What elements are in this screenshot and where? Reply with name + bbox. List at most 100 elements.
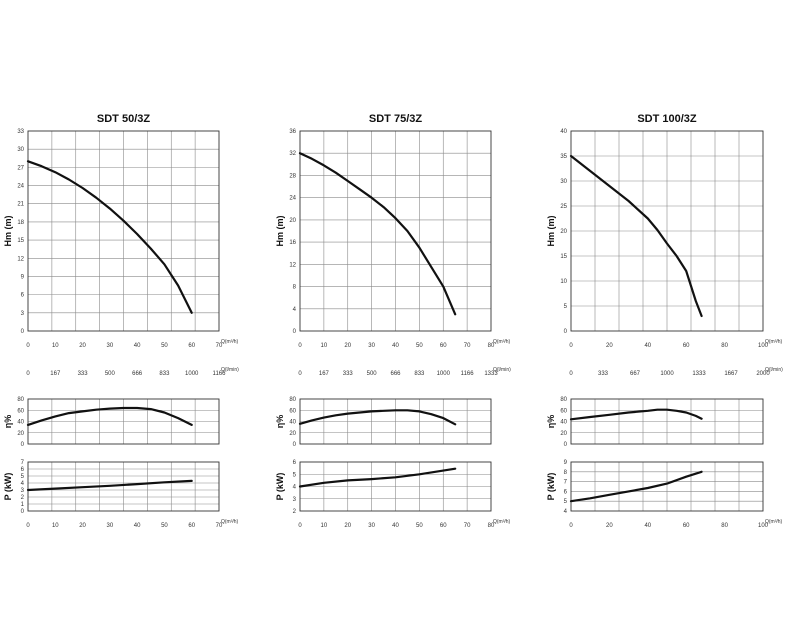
y-tick-label: 0	[293, 329, 297, 335]
x-tick-label: 0	[569, 343, 573, 349]
power-curve	[26, 479, 193, 492]
y-tick-label: 0	[564, 442, 568, 448]
y-axis-label: η%	[546, 415, 556, 429]
y-tick-label: 5	[564, 304, 568, 310]
x-tick-label: 1166	[213, 371, 227, 377]
y-tick-label: 12	[289, 262, 296, 268]
x-unit-label: Q(m³/h)	[765, 339, 783, 345]
y-tick-label: 25	[560, 204, 567, 210]
x-tick-label: 333	[343, 371, 354, 377]
y-axis-label: Hm (m)	[3, 215, 13, 246]
y-tick-label: 6	[21, 467, 25, 473]
y-tick-label: 8	[293, 285, 297, 291]
head-curve	[298, 152, 457, 316]
x-tick-label: 20	[79, 523, 86, 529]
y-tick-label: 33	[17, 129, 24, 135]
y-tick-label: 0	[21, 442, 25, 448]
x-tick-label: 20	[344, 523, 351, 529]
x-tick-label: 666	[390, 371, 401, 377]
y-tick-label: 20	[17, 431, 24, 437]
head-panel: 0 3 6 9 12 15 18 21 24 27 30 33 Hm (m)	[3, 129, 220, 335]
x-tick-label: 70	[216, 523, 223, 529]
y-tick-label: 40	[289, 420, 296, 426]
y-tick-label: 35	[560, 154, 567, 160]
x-tick-label: 60	[683, 523, 690, 529]
plot-frame	[570, 461, 764, 512]
x-tick-label: 1333	[484, 371, 498, 377]
x-tick-label: 80	[721, 343, 728, 349]
y-tick-label: 1	[21, 502, 25, 508]
x-tick-label: 1000	[660, 371, 674, 377]
y-tick-label: 80	[289, 397, 296, 403]
y-tick-label: 24	[17, 184, 24, 190]
y-axis-label: Hm (m)	[546, 215, 556, 246]
x-tick-label: 1000	[437, 371, 451, 377]
x-unit-label: Q(m³/h)	[765, 519, 783, 525]
y-tick-label: 0	[21, 329, 25, 335]
efficiency-panel: 0 20 40 60 80 η%	[546, 397, 764, 448]
x-unit-label: Q(l/min)	[765, 367, 783, 373]
y-tick-label: 21	[17, 202, 24, 208]
x-tick-label: 500	[105, 371, 116, 377]
y-tick-label: 3	[293, 497, 297, 503]
x-tick-label: 60	[683, 343, 690, 349]
y-tick-label: 20	[560, 431, 567, 437]
y-tick-label: 7	[21, 460, 25, 466]
plot-frame	[27, 130, 220, 332]
y-tick-label: 10	[560, 279, 567, 285]
y-tick-label: 40	[560, 129, 567, 135]
x-tick-label: 30	[107, 343, 114, 349]
y-axis-label: Hm (m)	[275, 215, 285, 246]
x-tick-label: 40	[644, 523, 651, 529]
x-tick-label: 1333	[692, 371, 706, 377]
y-tick-label: 0	[564, 329, 568, 335]
flow-axis-m3h: 0 10 20 30 40 50 60 70Q(m³/h)	[26, 339, 238, 349]
y-tick-label: 3	[21, 311, 25, 317]
x-tick-label: 1166	[461, 371, 475, 377]
y-tick-label: 20	[289, 431, 296, 437]
y-axis-label: P (kW)	[275, 473, 285, 501]
plot-frame	[299, 130, 492, 332]
y-tick-label: 9	[21, 274, 25, 280]
plot-frame	[27, 461, 220, 512]
x-tick-label: 0	[26, 523, 30, 529]
y-tick-label: 32	[289, 151, 296, 157]
x-tick-label: 0	[26, 371, 30, 377]
head-curve	[569, 154, 703, 318]
x-tick-label: 60	[440, 523, 447, 529]
efficiency-curve	[298, 409, 457, 426]
x-tick-label: 20	[606, 343, 613, 349]
y-tick-label: 4	[293, 485, 297, 491]
x-tick-label: 667	[630, 371, 641, 377]
efficiency-curve	[569, 408, 703, 421]
y-tick-label: 30	[560, 179, 567, 185]
power-panel: 4 5 6 7 8 9 P (kW)	[546, 460, 764, 515]
x-tick-label: 60	[440, 343, 447, 349]
x-tick-label: 20	[344, 343, 351, 349]
y-tick-label: 4	[21, 481, 25, 487]
x-tick-label: 0	[26, 343, 30, 349]
plot-frame	[570, 398, 764, 445]
x-unit-label: Q(l/min)	[493, 367, 511, 373]
x-tick-label: 666	[132, 371, 143, 377]
y-tick-label: 15	[560, 254, 567, 260]
x-tick-label: 0	[298, 343, 302, 349]
x-tick-label: 30	[368, 343, 375, 349]
y-tick-label: 7	[564, 480, 568, 486]
x-unit-label: Q(m³/h)	[221, 519, 239, 525]
efficiency-panel: 0 20 40 60 80 η%	[275, 397, 492, 448]
head-panel: 0 4 8 12 16 20 24 28 32 36 Hm (m)	[275, 129, 492, 335]
y-tick-label: 2	[293, 509, 297, 515]
y-tick-label: 80	[560, 397, 567, 403]
x-tick-label: 70	[464, 523, 471, 529]
y-axis-label: η%	[275, 415, 285, 429]
y-tick-label: 0	[293, 442, 297, 448]
x-tick-label: 40	[134, 523, 141, 529]
y-tick-label: 12	[17, 256, 24, 262]
